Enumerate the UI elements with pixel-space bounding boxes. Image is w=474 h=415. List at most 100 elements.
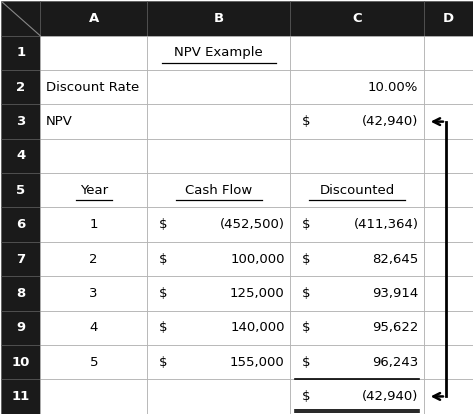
Text: $: $ <box>159 321 167 334</box>
Bar <box>424 139 473 173</box>
Text: (411,364): (411,364) <box>354 218 419 231</box>
Text: 9: 9 <box>16 321 26 334</box>
Bar <box>291 208 424 242</box>
Bar <box>291 105 424 139</box>
Bar <box>291 1 424 36</box>
Bar <box>1 276 40 310</box>
Bar <box>291 345 424 379</box>
Bar <box>1 70 40 105</box>
Bar <box>147 36 291 70</box>
Bar <box>424 173 473 208</box>
Text: $: $ <box>159 287 167 300</box>
Text: 125,000: 125,000 <box>230 287 285 300</box>
Bar <box>147 105 291 139</box>
Text: 10.00%: 10.00% <box>368 81 419 94</box>
Bar <box>40 379 147 414</box>
Text: 5: 5 <box>16 184 26 197</box>
Bar <box>1 105 40 139</box>
Text: 100,000: 100,000 <box>230 253 285 266</box>
Bar <box>291 139 424 173</box>
Bar <box>40 70 147 105</box>
Bar <box>1 242 40 276</box>
Text: NPV: NPV <box>46 115 73 128</box>
Text: (42,940): (42,940) <box>362 115 419 128</box>
Bar <box>424 276 473 310</box>
Text: 1: 1 <box>16 46 26 59</box>
Bar <box>291 173 424 208</box>
Bar <box>291 242 424 276</box>
Bar <box>1 173 40 208</box>
Bar <box>424 310 473 345</box>
Text: $: $ <box>302 321 311 334</box>
Text: 96,243: 96,243 <box>372 356 419 369</box>
Bar <box>1 139 40 173</box>
Bar <box>40 345 147 379</box>
Text: $: $ <box>302 218 311 231</box>
Text: $: $ <box>302 253 311 266</box>
Bar <box>40 36 147 70</box>
Text: 140,000: 140,000 <box>230 321 285 334</box>
Bar <box>40 242 147 276</box>
Text: 3: 3 <box>90 287 98 300</box>
Bar <box>424 242 473 276</box>
Text: 10: 10 <box>12 356 30 369</box>
Text: Discount Rate: Discount Rate <box>46 81 139 94</box>
Text: 7: 7 <box>16 253 26 266</box>
Text: (452,500): (452,500) <box>220 218 285 231</box>
Bar <box>291 310 424 345</box>
Text: Discounted: Discounted <box>319 184 395 197</box>
Text: 93,914: 93,914 <box>372 287 419 300</box>
Text: 155,000: 155,000 <box>230 356 285 369</box>
Text: 11: 11 <box>12 390 30 403</box>
Bar <box>147 345 291 379</box>
Text: $: $ <box>302 390 311 403</box>
Text: $: $ <box>302 287 311 300</box>
Bar <box>40 208 147 242</box>
Bar <box>147 208 291 242</box>
Text: B: B <box>214 12 224 25</box>
Text: 2: 2 <box>90 253 98 266</box>
Bar <box>424 105 473 139</box>
Bar <box>291 379 424 414</box>
Text: $: $ <box>159 356 167 369</box>
Text: 1: 1 <box>90 218 98 231</box>
Bar <box>424 1 473 36</box>
Bar <box>424 70 473 105</box>
Bar <box>424 36 473 70</box>
Text: A: A <box>89 12 99 25</box>
Bar <box>147 1 291 36</box>
Text: Cash Flow: Cash Flow <box>185 184 253 197</box>
Bar <box>40 1 147 36</box>
Bar <box>147 310 291 345</box>
Bar <box>147 242 291 276</box>
Bar <box>40 139 147 173</box>
Bar <box>40 173 147 208</box>
Text: $: $ <box>159 253 167 266</box>
Bar <box>1 345 40 379</box>
Bar <box>147 276 291 310</box>
Bar <box>1 310 40 345</box>
Bar <box>40 310 147 345</box>
Text: C: C <box>353 12 362 25</box>
Bar <box>147 70 291 105</box>
Text: 5: 5 <box>90 356 98 369</box>
Text: 3: 3 <box>16 115 26 128</box>
Text: (42,940): (42,940) <box>362 390 419 403</box>
Bar <box>424 208 473 242</box>
Bar <box>1 208 40 242</box>
Bar <box>1 36 40 70</box>
Bar <box>147 139 291 173</box>
Bar <box>40 105 147 139</box>
Bar <box>40 276 147 310</box>
Bar <box>291 276 424 310</box>
Text: 95,622: 95,622 <box>372 321 419 334</box>
Text: 4: 4 <box>90 321 98 334</box>
Text: 6: 6 <box>16 218 26 231</box>
Text: 82,645: 82,645 <box>372 253 419 266</box>
Bar <box>424 345 473 379</box>
Text: $: $ <box>302 356 311 369</box>
Text: D: D <box>443 12 454 25</box>
Bar <box>291 36 424 70</box>
Text: Year: Year <box>80 184 108 197</box>
Text: 8: 8 <box>16 287 26 300</box>
